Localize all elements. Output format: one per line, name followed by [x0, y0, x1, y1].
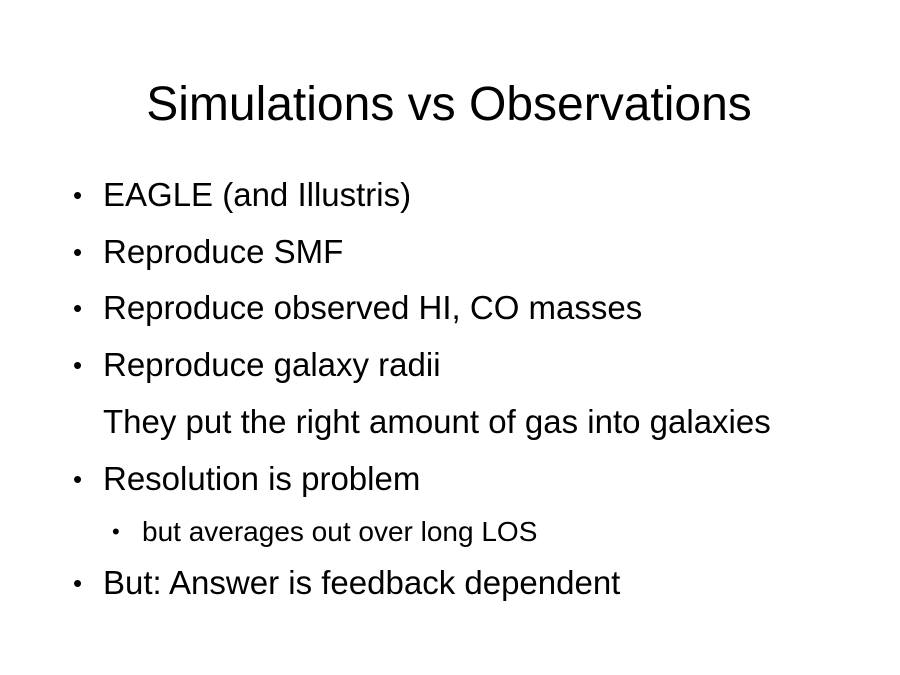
sub-bullet-item-los: but averages out over long LOS	[142, 516, 538, 547]
bullet-item-hi-co: Reproduce observed HI, CO masses	[103, 289, 643, 326]
bullet-icon: •	[73, 237, 83, 267]
bullet-icon: •	[73, 568, 83, 598]
slide-title: Simulations vs Observations	[146, 78, 752, 131]
bullet-item-resolution: Resolution is problem	[103, 460, 421, 497]
bullet-icon: •	[73, 180, 83, 210]
bullet-icon: •	[73, 293, 83, 323]
bullet-item-radii: Reproduce galaxy radii	[103, 346, 441, 383]
continuation-text: They put the right amount of gas into ga…	[103, 403, 771, 440]
bullet-icon: •	[73, 464, 83, 494]
sub-bullet-icon: •	[112, 519, 120, 544]
bullet-item-eagle: EAGLE (and Illustris)	[103, 176, 412, 213]
bullet-item-smf: Reproduce SMF	[103, 233, 344, 270]
bullet-item-feedback: But: Answer is feedback dependent	[103, 564, 621, 601]
bullet-icon: •	[73, 350, 83, 380]
